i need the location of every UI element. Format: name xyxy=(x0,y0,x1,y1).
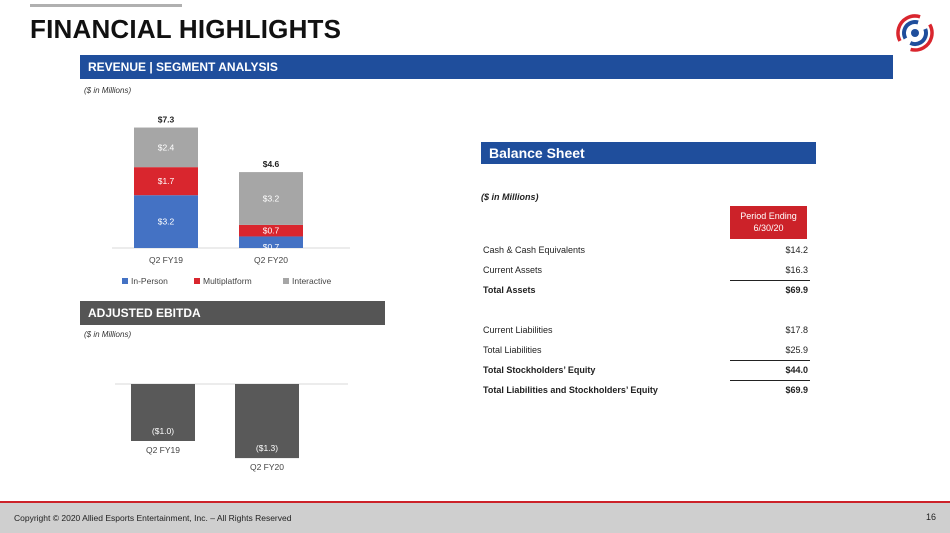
bar-value-label: $3.2 xyxy=(263,194,280,204)
x-tick-label: Q2 FY20 xyxy=(254,255,288,265)
row-value: $16.3 xyxy=(785,265,808,275)
footer: Copyright © 2020 Allied Esports Entertai… xyxy=(0,503,950,533)
bar-interactive xyxy=(134,127,198,168)
ebitda-units-note: ($ in Millions) xyxy=(84,330,132,339)
table-row: Cash & Cash Equivalents $14.2 xyxy=(481,240,810,260)
balance-sheet-header: Balance Sheet xyxy=(481,142,816,164)
legend-swatch xyxy=(194,278,200,284)
row-value: $69.9 xyxy=(785,285,808,295)
table-row-total: Total Liabilities and Stockholders’ Equi… xyxy=(481,380,810,400)
row-value: $44.0 xyxy=(785,365,808,375)
bar-value-label: $0.7 xyxy=(263,242,280,252)
table-row-total: Total Assets $69.9 xyxy=(481,280,810,300)
table-row: Current Assets $16.3 xyxy=(481,260,810,280)
row-label: Total Liabilities xyxy=(483,345,542,355)
period-label: Period Ending xyxy=(740,211,797,221)
table-row: Current Liabilities $17.8 xyxy=(481,320,810,340)
bar-value-label: ($1.0) xyxy=(152,426,174,436)
bar-multiplatform xyxy=(134,167,198,196)
legend-label: In-Person xyxy=(131,276,168,286)
bar-multiplatform xyxy=(239,224,303,237)
total-divider xyxy=(730,360,810,361)
bar-value-label: ($1.3) xyxy=(256,443,278,453)
legend-swatch xyxy=(122,278,128,284)
ebitda-bar xyxy=(131,384,195,441)
row-label: Current Assets xyxy=(483,265,543,275)
row-label: Cash & Cash Equivalents xyxy=(483,245,586,255)
revenue-section-header: REVENUE | SEGMENT ANALYSIS xyxy=(80,55,893,79)
revenue-units-note: ($ in Millions) xyxy=(84,86,132,95)
row-label: Total Assets xyxy=(483,285,536,295)
ebitda-section-header: ADJUSTED EBITDA xyxy=(80,301,385,325)
ebitda-chart: ($1.0) Q2 FY19 ($1.3) Q2 FY20 xyxy=(115,383,348,472)
total-divider xyxy=(730,380,810,381)
period-date: 6/30/20 xyxy=(753,223,784,233)
row-value: $17.8 xyxy=(785,325,808,335)
company-logo-icon xyxy=(896,14,934,52)
bar-value-label: $1.7 xyxy=(158,176,175,186)
balance-sheet-units-note: ($ in Millions) xyxy=(481,192,539,202)
row-label: Current Liabilities xyxy=(483,325,553,335)
row-label: Total Liabilities and Stockholders’ Equi… xyxy=(483,385,658,395)
copyright-text: Copyright © 2020 Allied Esports Entertai… xyxy=(14,513,292,523)
row-value: $69.9 xyxy=(785,385,808,395)
total-divider xyxy=(730,280,810,281)
balance-sheet-table: Cash & Cash Equivalents $14.2 Current As… xyxy=(481,240,810,400)
bar-value-label: $2.4 xyxy=(158,142,175,152)
bar-in-person xyxy=(134,195,198,248)
x-tick-label: Q2 FY20 xyxy=(250,462,284,472)
bar-value-label: $3.2 xyxy=(158,217,175,227)
table-row-total: Total Stockholders’ Equity $44.0 xyxy=(481,360,810,380)
ebitda-bar xyxy=(235,384,299,459)
page-number: 16 xyxy=(925,512,936,522)
revenue-chart: $3.2 $1.7 $2.4 $7.3 Q2 FY19 $0.7 $0.7 $3.2 $4.6 Q… xyxy=(112,115,350,286)
row-label: Total Stockholders’ Equity xyxy=(483,365,596,375)
title-accent-rule xyxy=(30,4,182,7)
bar-interactive xyxy=(239,172,303,225)
bar-total-label: $4.6 xyxy=(263,159,280,169)
x-tick-label: Q2 FY19 xyxy=(146,445,180,455)
row-value: $25.9 xyxy=(785,345,808,355)
table-row: Total Liabilities $25.9 xyxy=(481,340,810,360)
page-title: FINANCIAL HIGHLIGHTS xyxy=(30,14,342,44)
x-tick-label: Q2 FY19 xyxy=(149,255,183,265)
row-value: $14.2 xyxy=(785,245,808,255)
period-ending-badge: Period Ending 6/30/20 xyxy=(730,206,807,239)
legend-label: Interactive xyxy=(292,276,331,286)
bar-in-person xyxy=(239,236,303,248)
table-spacer xyxy=(481,300,810,320)
footer-divider xyxy=(0,501,950,503)
bar-value-label: $0.7 xyxy=(263,226,280,236)
bar-total-label: $7.3 xyxy=(158,115,175,125)
legend-label: Multiplatform xyxy=(203,276,252,286)
legend-swatch xyxy=(283,278,289,284)
